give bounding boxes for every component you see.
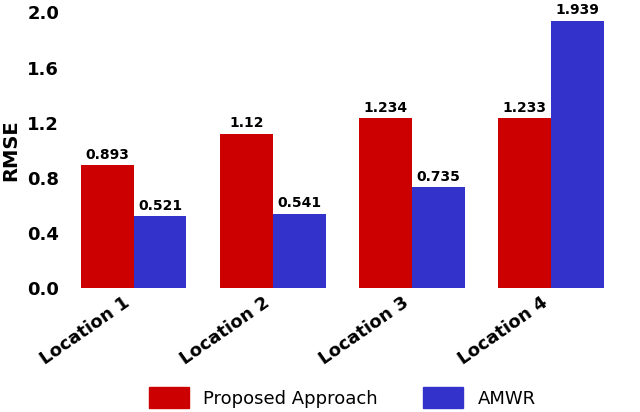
Bar: [499, 118, 551, 288]
Bar: [412, 187, 465, 288]
Text: 0.893: 0.893: [85, 147, 129, 162]
Legend: Proposed Approach, AMWR: Proposed Approach, AMWR: [142, 380, 543, 412]
Text: 0.735: 0.735: [417, 169, 460, 183]
Bar: [359, 118, 412, 288]
Text: 1.233: 1.233: [503, 101, 547, 115]
Y-axis label: RMSE: RMSE: [1, 119, 20, 181]
Text: 0.541: 0.541: [277, 196, 321, 210]
Bar: [81, 165, 134, 288]
Bar: [134, 216, 186, 288]
Bar: [551, 21, 604, 288]
Bar: [273, 214, 326, 288]
Text: 1.939: 1.939: [556, 3, 600, 17]
Bar: [220, 134, 273, 288]
Text: 1.12: 1.12: [229, 116, 264, 130]
Text: 0.521: 0.521: [138, 199, 182, 213]
Text: 1.234: 1.234: [364, 101, 408, 115]
